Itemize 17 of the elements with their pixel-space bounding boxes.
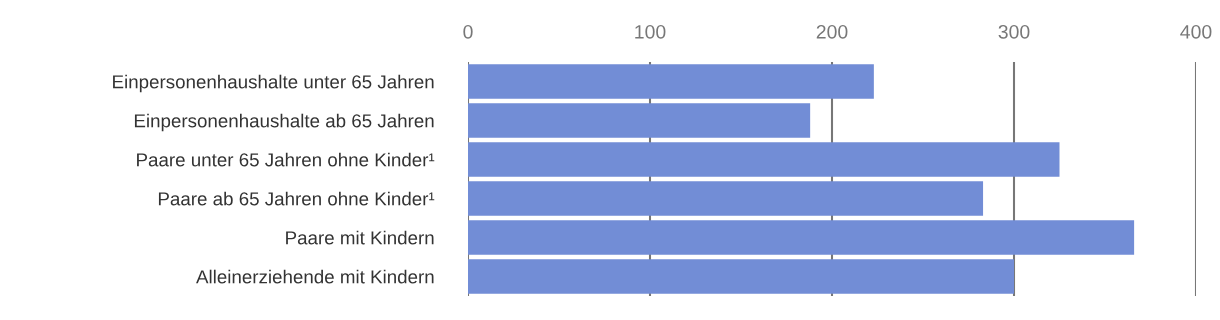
y-tick-label: Alleinerziehende mit Kindern [196, 269, 434, 284]
bar [468, 103, 811, 138]
x-tick-label: 100 [635, 24, 666, 39]
y-tick-label: Einpersonenhaushalte ab 65 Jahren [134, 113, 434, 132]
bar [468, 220, 1135, 255]
bar [468, 142, 1060, 177]
x-tick-label: 0 [463, 24, 473, 39]
y-tick-label: Paare unter 65 Jahren ohne Kinder¹ [137, 152, 435, 167]
y-tick-label: Paare mit Kindern [286, 230, 434, 245]
x-tick-label: 200 [816, 24, 848, 39]
bar [468, 64, 874, 99]
bar [468, 181, 984, 216]
x-tick-label: 300 [998, 24, 1030, 39]
y-tick-label: Paare ab 65 Jahren ohne Kinder¹ [158, 191, 435, 206]
y-tick-label: Einpersonenhaushalte unter 65 Jahren [113, 74, 434, 93]
x-tick-label: 400 [1180, 24, 1212, 39]
bar [468, 259, 1014, 294]
